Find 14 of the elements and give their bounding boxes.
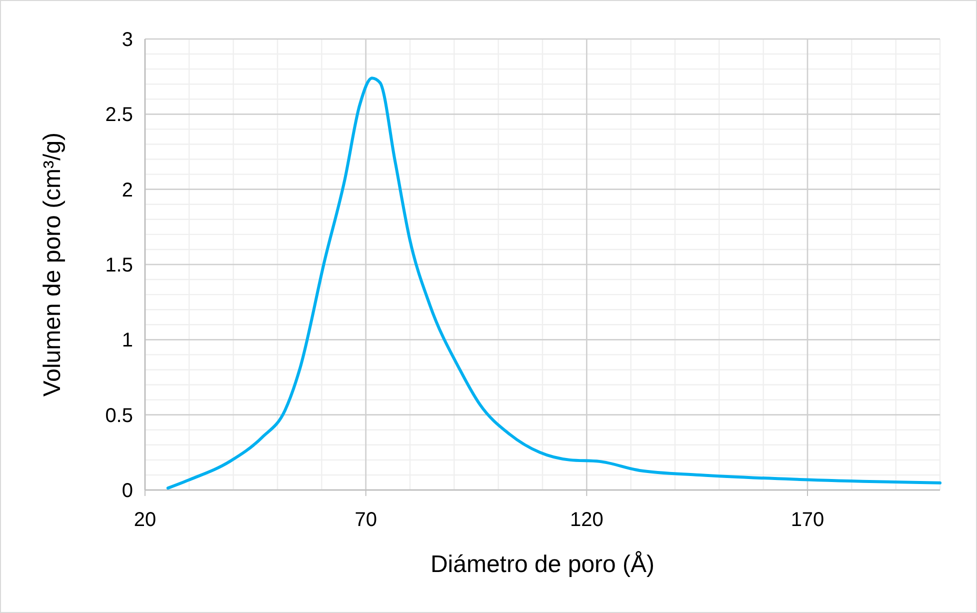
y-tick-label: 2.5 [105, 104, 133, 126]
y-tick-label: 3 [122, 29, 133, 51]
y-tick-label: 2 [122, 179, 133, 202]
x-tick-label: 170 [790, 509, 824, 531]
y-axis-title: Volumen de poro (cm³/g) [39, 132, 66, 397]
x-axis-title: Diámetro de poro (Å) [430, 551, 655, 578]
y-tick-label: 1.5 [105, 254, 133, 276]
y-tick-label: 0 [122, 480, 133, 502]
x-tick-label: 120 [570, 509, 604, 531]
y-tick-label: 0.5 [105, 404, 133, 427]
y-tick-label: 1 [122, 330, 133, 352]
x-tick-label: 70 [354, 509, 377, 531]
line-series [166, 76, 942, 490]
x-tick-label: 20 [134, 509, 156, 531]
